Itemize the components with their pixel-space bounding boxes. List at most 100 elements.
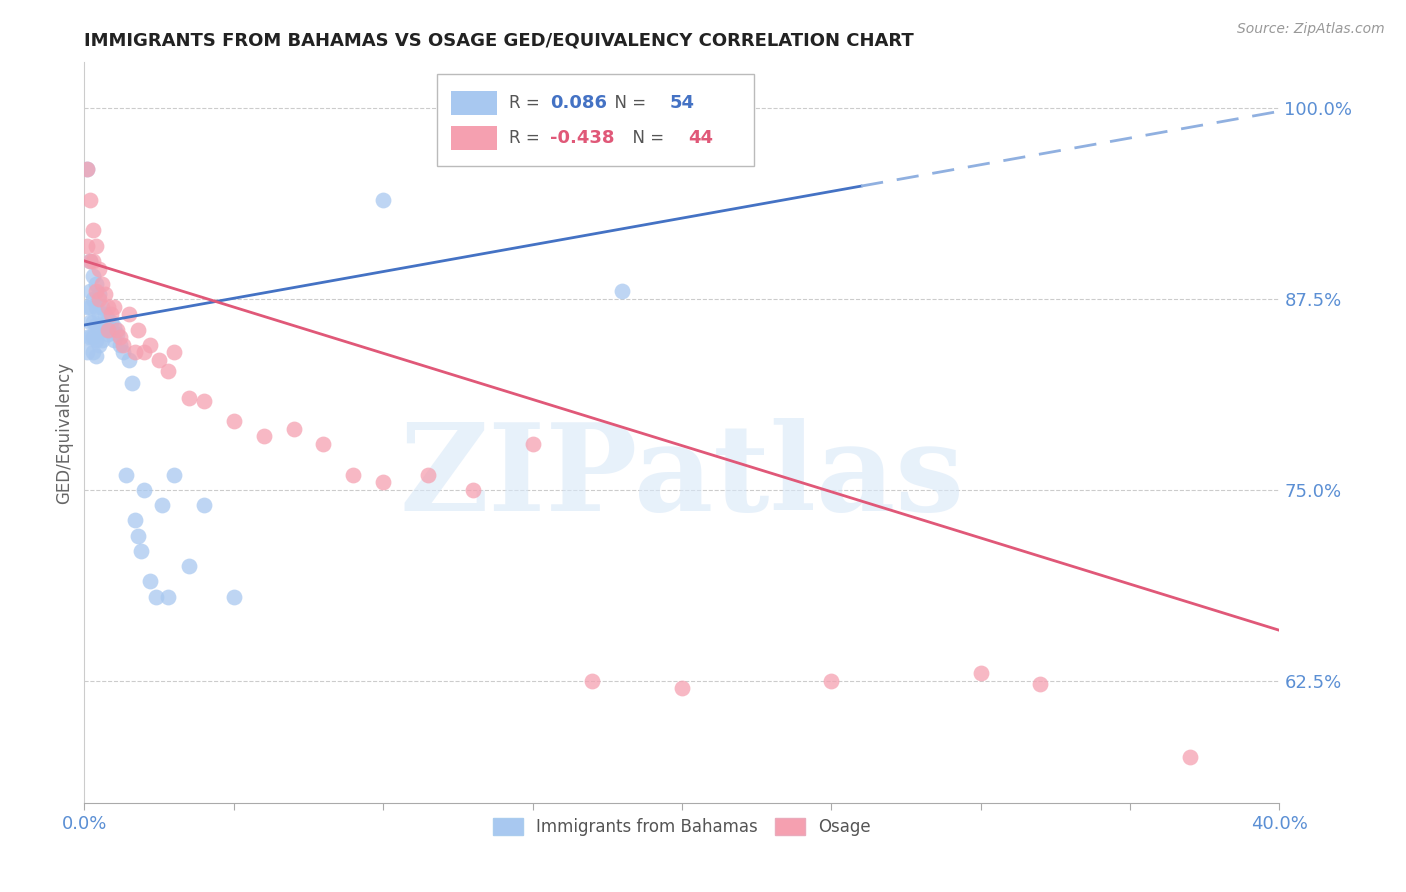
Point <box>97 327 120 342</box>
Point <box>76 162 98 177</box>
Text: N =: N = <box>623 129 669 147</box>
Point <box>671 681 693 696</box>
Point <box>150 498 173 512</box>
Point <box>94 307 117 321</box>
Point <box>86 238 108 252</box>
Point <box>129 544 152 558</box>
Point <box>581 673 603 688</box>
Point <box>86 300 108 314</box>
Point <box>820 673 842 688</box>
Point <box>76 162 98 177</box>
Point <box>416 467 439 482</box>
Point <box>103 319 125 334</box>
Point <box>163 467 186 482</box>
Point <box>89 287 111 301</box>
Point <box>124 513 146 527</box>
Point <box>148 353 170 368</box>
Text: R =: R = <box>509 95 544 112</box>
Point <box>97 300 120 314</box>
Point <box>82 345 104 359</box>
Point <box>132 483 156 497</box>
Point <box>82 330 104 344</box>
Point <box>91 333 114 347</box>
Y-axis label: GED/Equivalency: GED/Equivalency <box>55 361 73 504</box>
Point <box>97 322 120 336</box>
Text: R =: R = <box>509 129 544 147</box>
Point <box>132 345 156 359</box>
Point <box>86 333 108 347</box>
Point <box>115 467 138 482</box>
Bar <box>451 126 496 150</box>
Point <box>139 338 162 352</box>
Point <box>82 269 104 284</box>
Point <box>76 300 98 314</box>
Point <box>94 287 117 301</box>
Point <box>79 330 101 344</box>
Point <box>145 590 167 604</box>
Point <box>76 345 98 359</box>
Point <box>253 429 276 443</box>
Point <box>86 318 108 332</box>
Point <box>1029 677 1052 691</box>
Point <box>76 330 98 344</box>
Point <box>100 307 122 321</box>
Point <box>103 333 125 347</box>
Point <box>91 277 114 291</box>
Point <box>89 261 111 276</box>
Text: ZIPatlas: ZIPatlas <box>399 418 965 536</box>
Point <box>86 349 108 363</box>
Point <box>222 414 245 428</box>
Point <box>373 475 395 490</box>
Legend: Immigrants from Bahamas, Osage: Immigrants from Bahamas, Osage <box>486 811 877 843</box>
Text: -0.438: -0.438 <box>551 129 614 147</box>
Point <box>110 330 132 344</box>
Point <box>91 300 114 314</box>
Point <box>97 312 120 326</box>
Point <box>124 345 146 359</box>
Point <box>163 345 186 359</box>
Point <box>612 285 634 299</box>
Point <box>461 483 484 497</box>
Point <box>86 285 108 299</box>
Point <box>105 322 128 336</box>
Point <box>91 318 114 332</box>
Text: 44: 44 <box>688 129 713 147</box>
Point <box>86 277 108 291</box>
Point <box>177 391 200 405</box>
Text: IMMIGRANTS FROM BAHAMAS VS OSAGE GED/EQUIVALENCY CORRELATION CHART: IMMIGRANTS FROM BAHAMAS VS OSAGE GED/EQU… <box>84 32 914 50</box>
Point <box>121 376 143 390</box>
Point <box>193 498 215 512</box>
Point <box>139 574 162 589</box>
Text: 0.086: 0.086 <box>551 95 607 112</box>
Point <box>177 559 200 574</box>
Point <box>110 338 132 352</box>
Point <box>79 253 101 268</box>
Point <box>522 437 544 451</box>
Point <box>79 315 101 329</box>
Point <box>112 345 135 359</box>
Point <box>82 315 104 329</box>
Point <box>89 307 111 321</box>
Point <box>342 467 364 482</box>
Point <box>79 253 101 268</box>
Text: Source: ZipAtlas.com: Source: ZipAtlas.com <box>1237 22 1385 37</box>
Point <box>1178 750 1201 764</box>
Point <box>193 394 215 409</box>
Bar <box>451 91 496 115</box>
Point <box>157 590 180 604</box>
Point <box>127 322 149 336</box>
Point <box>82 253 104 268</box>
Point <box>82 292 104 306</box>
Point <box>283 422 305 436</box>
Point <box>94 322 117 336</box>
Point <box>89 322 111 336</box>
Point <box>112 338 135 352</box>
Point <box>79 285 101 299</box>
Point <box>100 322 122 336</box>
Point <box>373 193 395 207</box>
FancyBboxPatch shape <box>437 73 754 166</box>
Point <box>127 529 149 543</box>
Point <box>82 223 104 237</box>
Point <box>105 327 128 342</box>
Point <box>222 590 245 604</box>
